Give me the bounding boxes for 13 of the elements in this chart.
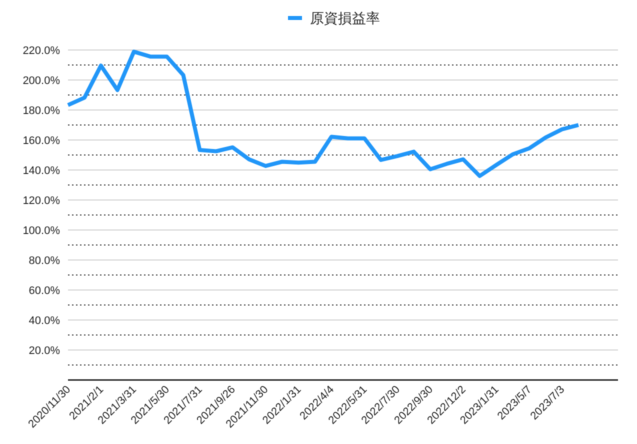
y-tick-label: 40.0% (28, 315, 60, 327)
legend: 原資損益率 (288, 10, 380, 26)
legend-label: 原資損益率 (310, 10, 380, 26)
y-tick-label: 220.0% (22, 45, 60, 57)
y-tick-label: 140.0% (22, 165, 60, 177)
y-tick-label: 80.0% (28, 255, 60, 267)
y-tick-label: 160.0% (22, 135, 60, 147)
y-tick-label: 180.0% (22, 105, 60, 117)
y-tick-label: 120.0% (22, 195, 60, 207)
y-tick-label: 100.0% (22, 225, 60, 237)
y-tick-label: 60.0% (28, 285, 60, 297)
y-tick-label: 200.0% (22, 75, 60, 87)
y-tick-label: 20.0% (28, 345, 60, 357)
